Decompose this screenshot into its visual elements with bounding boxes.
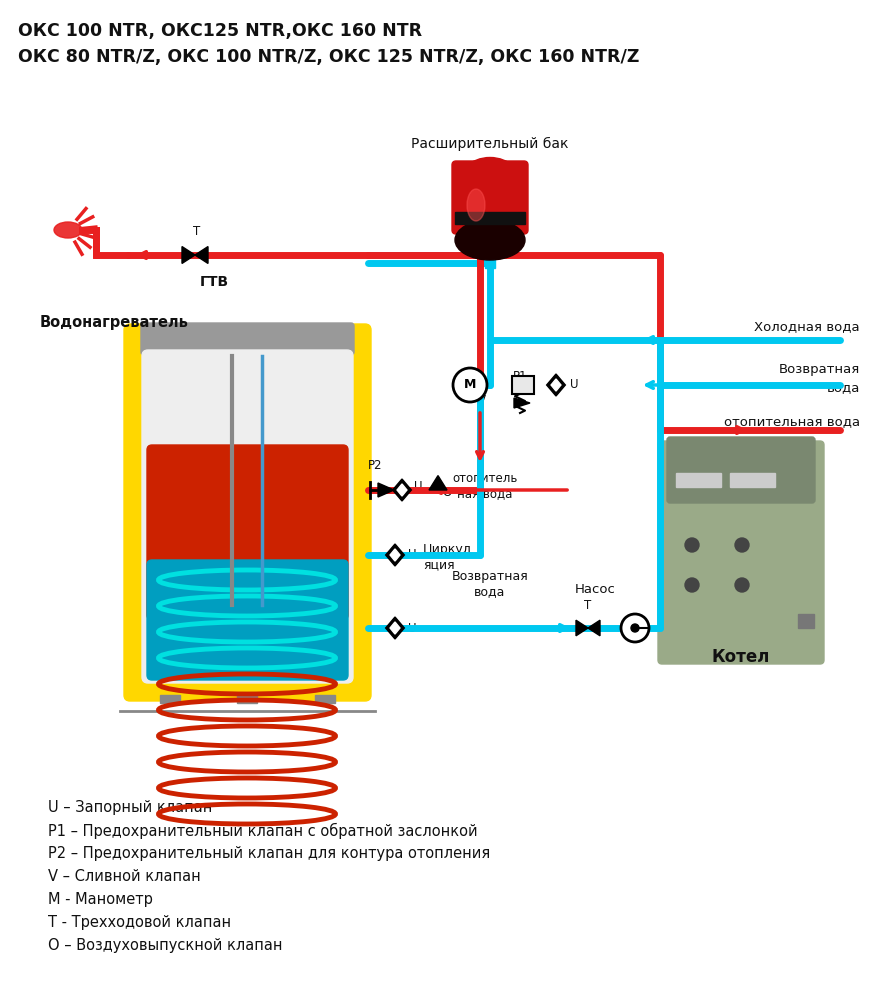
Text: Возвратная: Возвратная xyxy=(779,363,860,376)
Bar xyxy=(730,473,775,487)
Text: T: T xyxy=(194,225,201,238)
Text: вода: вода xyxy=(827,381,860,394)
Text: Возвратная
вода: Возвратная вода xyxy=(452,570,529,598)
Text: T - Трехходовой клапан: T - Трехходовой клапан xyxy=(48,915,231,930)
FancyBboxPatch shape xyxy=(452,161,528,234)
Text: Котел: Котел xyxy=(712,648,770,666)
Polygon shape xyxy=(385,544,404,566)
Polygon shape xyxy=(385,617,404,639)
Ellipse shape xyxy=(455,157,525,223)
Bar xyxy=(676,473,721,487)
FancyBboxPatch shape xyxy=(147,560,348,680)
Ellipse shape xyxy=(467,189,485,221)
Text: отопительная вода: отопительная вода xyxy=(724,415,860,428)
Text: O: O xyxy=(442,486,451,498)
Circle shape xyxy=(453,368,487,402)
Text: ГТВ: ГТВ xyxy=(200,275,229,289)
FancyBboxPatch shape xyxy=(667,437,815,503)
Text: U – Запорный клапан: U – Запорный клапан xyxy=(48,800,212,815)
Polygon shape xyxy=(182,247,195,263)
Polygon shape xyxy=(378,483,394,497)
Text: U: U xyxy=(570,378,578,391)
Polygon shape xyxy=(576,620,588,636)
Circle shape xyxy=(631,624,639,632)
Bar xyxy=(512,376,534,394)
Text: ОКС 100 NTR, ОКС125 NTR,ОКС 160 NTR: ОКС 100 NTR, ОКС125 NTR,ОКС 160 NTR xyxy=(18,22,423,40)
Ellipse shape xyxy=(455,220,525,260)
Text: Циркул
яция: Циркул яция xyxy=(423,543,472,571)
Polygon shape xyxy=(397,484,407,496)
Text: U: U xyxy=(408,621,416,635)
FancyBboxPatch shape xyxy=(124,324,371,701)
Circle shape xyxy=(685,578,699,592)
Polygon shape xyxy=(195,247,208,263)
Text: M - Манометр: M - Манометр xyxy=(48,892,153,907)
Text: V – Сливной клапан: V – Сливной клапан xyxy=(48,869,201,884)
Bar xyxy=(455,212,525,224)
Text: P1 – Предохранительный клапан с обратной заслонкой: P1 – Предохранительный клапан с обратной… xyxy=(48,823,477,839)
Text: O – Воздуховыпускной клапан: O – Воздуховыпускной клапан xyxy=(48,938,283,953)
Text: Насос: Насос xyxy=(575,583,615,596)
Polygon shape xyxy=(429,476,447,490)
Text: ОКС 80 NTR/Z, ОКС 100 NTR/Z, ОКС 125 NTR/Z, ОКС 160 NTR/Z: ОКС 80 NTR/Z, ОКС 100 NTR/Z, ОКС 125 NTR… xyxy=(18,48,639,66)
Circle shape xyxy=(621,614,649,642)
Polygon shape xyxy=(514,398,530,408)
Text: M: M xyxy=(464,378,476,391)
Text: U: U xyxy=(414,480,423,492)
Bar xyxy=(315,695,335,703)
Bar xyxy=(485,240,495,268)
Polygon shape xyxy=(551,379,561,391)
Polygon shape xyxy=(588,620,600,636)
Text: T: T xyxy=(584,599,591,612)
Ellipse shape xyxy=(54,222,82,238)
Text: Расширительный бак: Расширительный бак xyxy=(411,137,568,151)
Circle shape xyxy=(685,538,699,552)
Text: Холодная вода: Холодная вода xyxy=(754,320,860,333)
FancyBboxPatch shape xyxy=(147,445,348,620)
Circle shape xyxy=(735,538,749,552)
Text: P2 – Предохранительный клапан для контура отопления: P2 – Предохранительный клапан для контур… xyxy=(48,846,491,861)
Text: отопитель
ная вода: отопитель ная вода xyxy=(453,472,518,500)
Text: P1: P1 xyxy=(513,370,527,383)
Polygon shape xyxy=(392,479,411,501)
Text: Водонагреватель: Водонагреватель xyxy=(40,315,189,330)
Bar xyxy=(160,695,180,703)
Text: U: U xyxy=(408,548,416,562)
Text: P2: P2 xyxy=(368,459,383,472)
Bar xyxy=(798,614,814,628)
FancyBboxPatch shape xyxy=(148,565,347,599)
Polygon shape xyxy=(390,549,400,561)
Polygon shape xyxy=(390,622,400,634)
FancyBboxPatch shape xyxy=(141,323,354,355)
FancyBboxPatch shape xyxy=(142,350,353,683)
Text: V: V xyxy=(478,394,486,407)
Polygon shape xyxy=(546,374,566,396)
Bar xyxy=(237,695,257,703)
Circle shape xyxy=(735,578,749,592)
FancyBboxPatch shape xyxy=(658,441,824,664)
